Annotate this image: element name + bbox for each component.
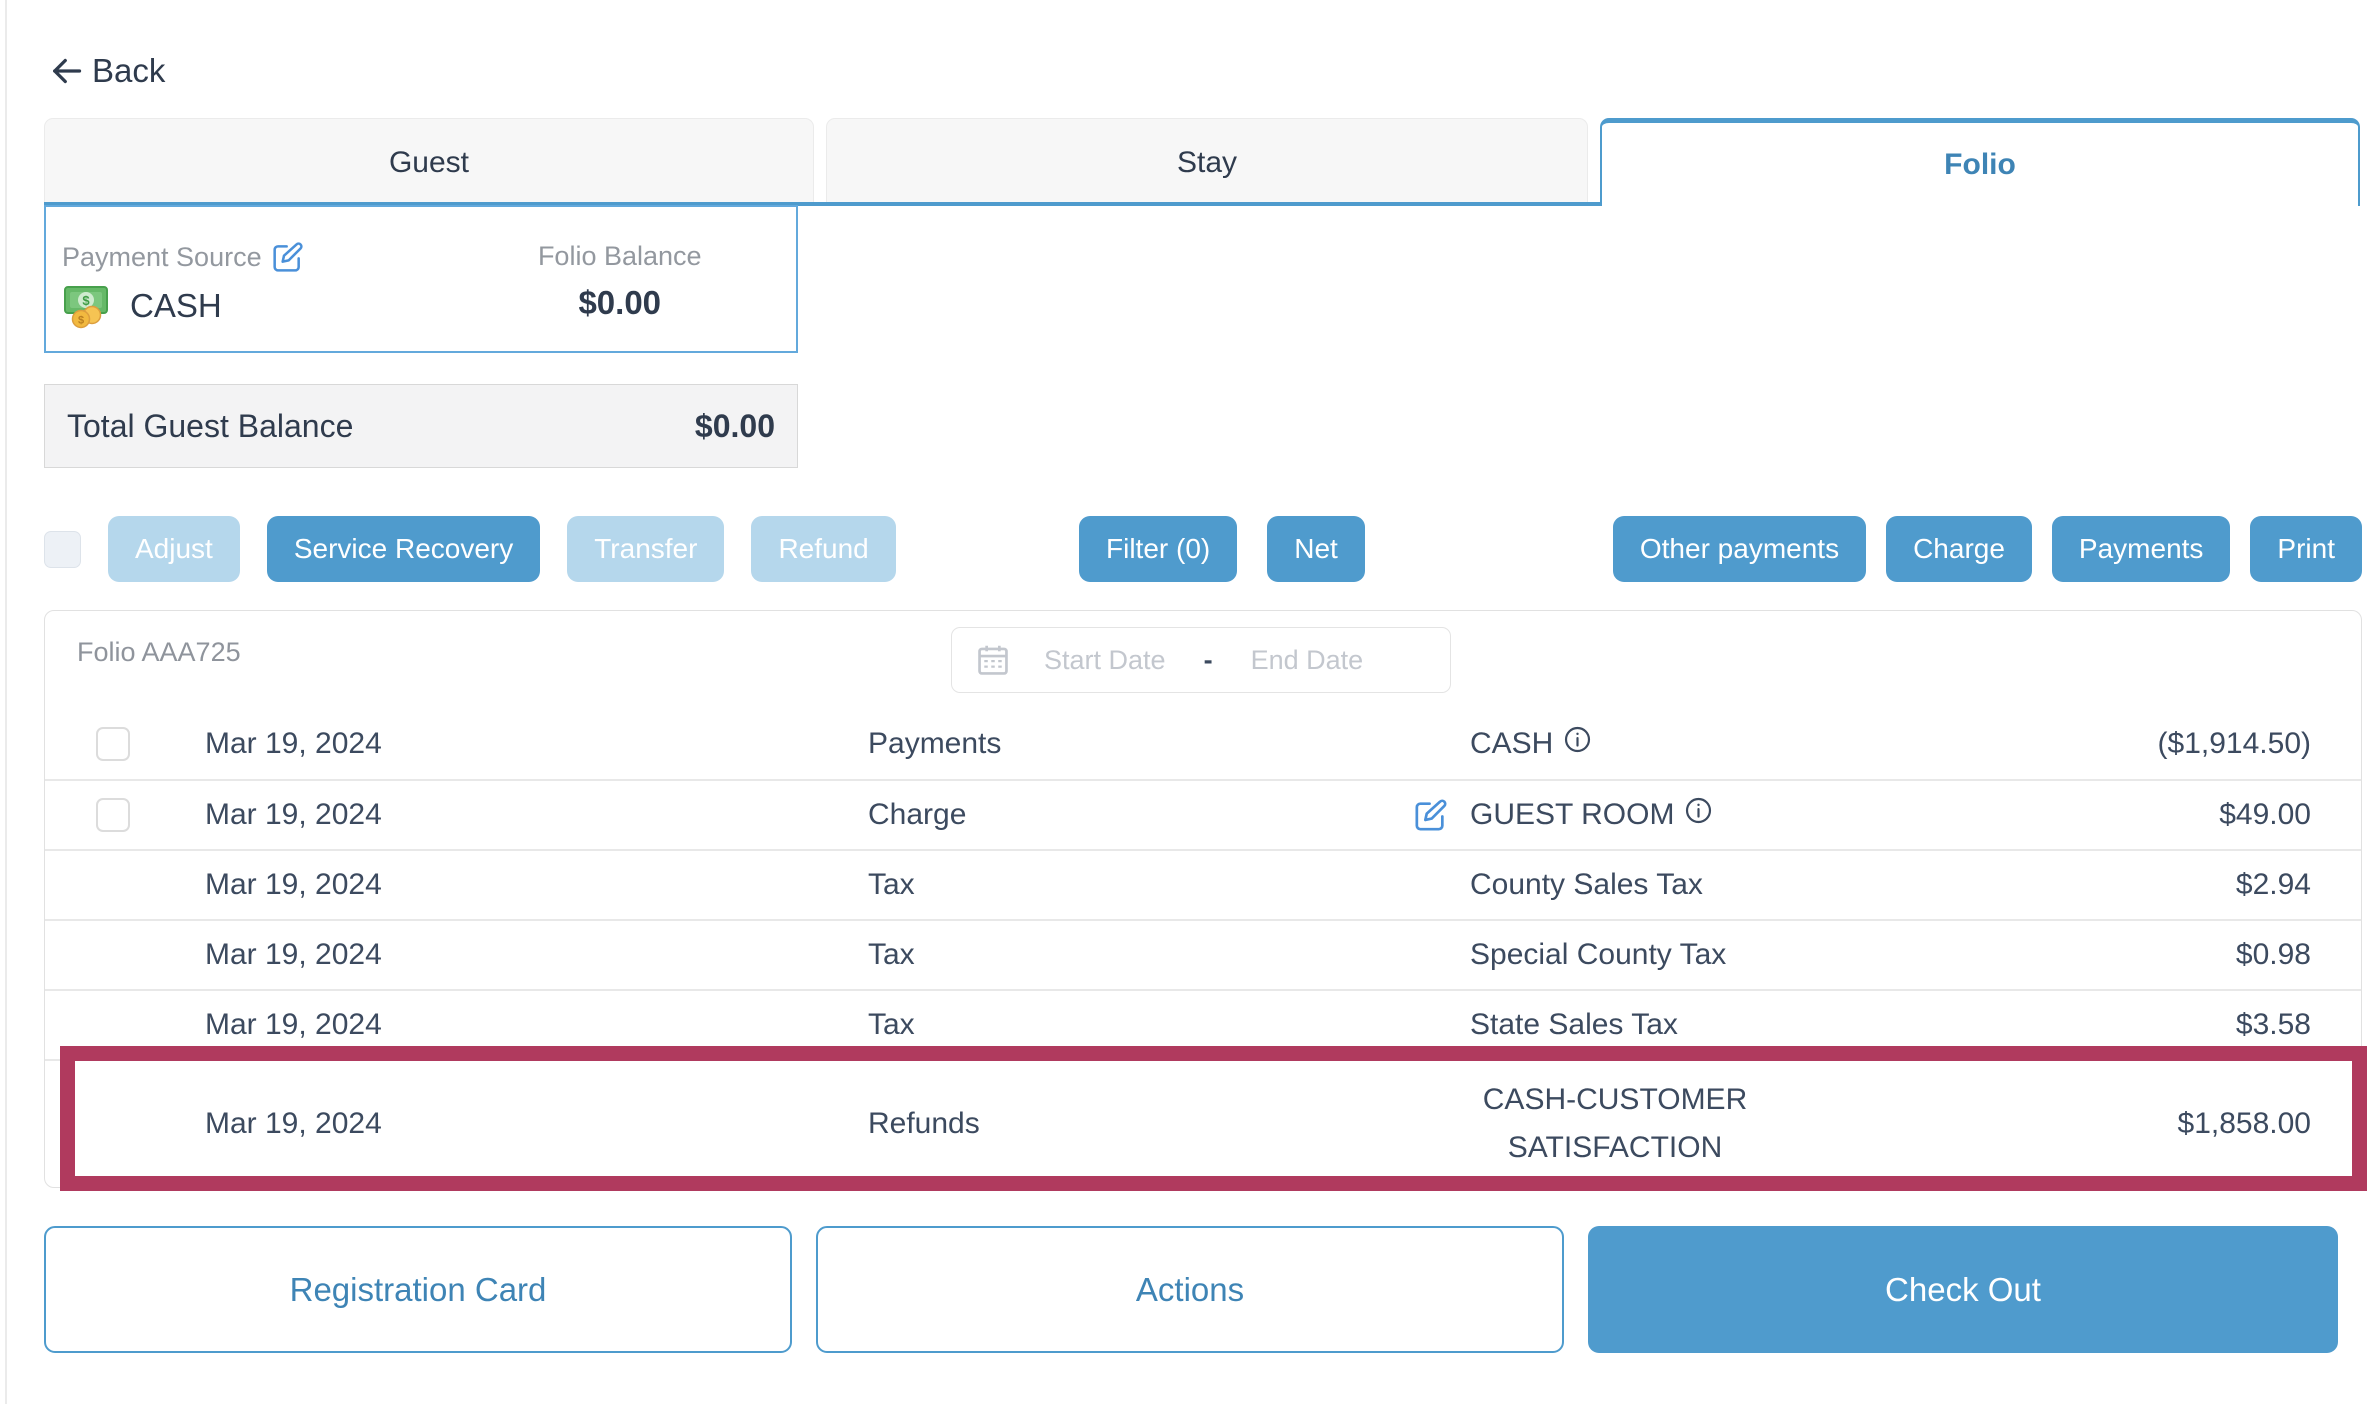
row-date: Mar 19, 2024	[205, 1008, 382, 1041]
edit-icon[interactable]	[1414, 798, 1448, 832]
row-amount: $49.00	[2219, 798, 2311, 831]
cash-icon: $ $	[62, 283, 114, 329]
info-icon[interactable]	[1563, 725, 1592, 754]
tab-bar: Guest Stay Folio	[44, 118, 2360, 206]
tab-guest[interactable]: Guest	[44, 118, 814, 206]
tab-folio[interactable]: Folio	[1600, 118, 2360, 206]
info-icon[interactable]	[1684, 796, 1713, 825]
filter-button[interactable]: Filter (0)	[1079, 516, 1238, 582]
select-all-checkbox[interactable]	[44, 530, 81, 568]
page-left-divider	[5, 0, 7, 1404]
row-type: Charge	[868, 798, 967, 831]
row-date: Mar 19, 2024	[205, 1107, 382, 1140]
folio-rows: Mar 19, 2024 Payments CASH ($1,914.50) M…	[45, 709, 2361, 1187]
svg-text:$: $	[82, 293, 90, 308]
row-date: Mar 19, 2024	[205, 798, 382, 831]
row-amount: $2.94	[2235, 868, 2311, 901]
adjust-button[interactable]: Adjust	[108, 516, 240, 582]
total-guest-balance-card: Total Guest Balance $0.00	[44, 384, 798, 468]
refund-button[interactable]: Refund	[751, 516, 896, 582]
table-row: Mar 19, 2024 Refunds CASH-CUSTOMER SATIS…	[45, 1059, 2361, 1187]
row-date: Mar 19, 2024	[205, 727, 382, 760]
back-button[interactable]: Back	[48, 52, 165, 90]
row-description-text: GUEST ROOM	[1470, 798, 1675, 831]
row-amount: $0.98	[2235, 938, 2311, 971]
row-description-text: County Sales Tax	[1470, 868, 1703, 901]
back-label: Back	[92, 52, 166, 89]
folio-actions-toolbar: Adjust Service Recovery Transfer Refund	[44, 516, 896, 582]
payments-button[interactable]: Payments	[2051, 516, 2231, 582]
service-recovery-button[interactable]: Service Recovery	[266, 516, 541, 582]
row-description: CASH-CUSTOMER SATISFACTION	[1470, 1076, 1760, 1172]
start-date-input[interactable]: Start Date	[1044, 644, 1166, 675]
payment-source-card: Payment Source $ $ CASH Folio Balance	[44, 205, 798, 353]
total-guest-balance-value: $0.00	[694, 407, 775, 444]
charge-button[interactable]: Charge	[1886, 516, 2032, 582]
end-date-input[interactable]: End Date	[1250, 644, 1364, 675]
date-range-separator: -	[1203, 644, 1213, 675]
row-description: GUEST ROOM	[1415, 796, 1713, 832]
total-guest-balance-label: Total Guest Balance	[67, 407, 354, 444]
actions-button[interactable]: Actions	[816, 1226, 1564, 1353]
print-button[interactable]: Print	[2250, 516, 2362, 582]
filter-toolbar: Filter (0) Net	[1079, 516, 1365, 582]
transfer-button[interactable]: Transfer	[567, 516, 725, 582]
row-description-text: CASH	[1470, 727, 1554, 760]
row-type: Refunds	[868, 1107, 980, 1140]
row-type: Tax	[868, 868, 915, 901]
date-range-filter[interactable]: Start Date - End Date	[951, 627, 1451, 693]
row-description: County Sales Tax	[1470, 868, 1703, 902]
row-description-text: Special County Tax	[1470, 938, 1727, 971]
payment-source-label: Payment Source	[62, 241, 262, 272]
edit-payment-source-icon[interactable]	[272, 241, 304, 273]
row-type: Tax	[868, 1008, 915, 1041]
registration-card-button[interactable]: Registration Card	[44, 1226, 792, 1353]
row-amount: ($1,914.50)	[2157, 727, 2311, 760]
back-arrow-icon	[48, 53, 84, 89]
row-type: Tax	[868, 938, 915, 971]
row-date: Mar 19, 2024	[205, 938, 382, 971]
tab-stay[interactable]: Stay	[826, 118, 1588, 206]
row-amount: $3.58	[2235, 1008, 2311, 1041]
row-description-text: CASH-CUSTOMER SATISFACTION	[1482, 1083, 1748, 1164]
net-button[interactable]: Net	[1267, 516, 1365, 582]
folio-balance-value: $0.00	[578, 284, 662, 321]
folio-title: Folio AAA725	[77, 637, 241, 667]
row-description: State Sales Tax	[1470, 1008, 1678, 1042]
row-description: Special County Tax	[1470, 938, 1726, 972]
svg-text:$: $	[78, 315, 84, 327]
row-description: CASH	[1470, 725, 1592, 761]
folio-table: Folio AAA725 Start Date - End Date Mar 1…	[44, 610, 2362, 1188]
folio-table-header: Folio AAA725 Start Date - End Date	[45, 611, 2361, 709]
row-checkbox[interactable]	[96, 727, 130, 761]
table-row: Mar 19, 2024 Tax County Sales Tax $2.94	[45, 849, 2361, 919]
table-row: Mar 19, 2024 Payments CASH ($1,914.50)	[45, 709, 2361, 779]
row-checkbox[interactable]	[96, 798, 130, 832]
calendar-icon	[974, 641, 1012, 679]
table-row: Mar 19, 2024 Tax State Sales Tax $3.58	[45, 989, 2361, 1059]
check-out-button[interactable]: Check Out	[1588, 1226, 2338, 1353]
table-row: Mar 19, 2024 Tax Special County Tax $0.9…	[45, 919, 2361, 989]
folio-balance-label: Folio Balance	[537, 241, 702, 271]
payment-toolbar: Other payments Charge Payments Print	[1612, 516, 2362, 582]
row-type: Payments	[868, 727, 1002, 760]
other-payments-button[interactable]: Other payments	[1612, 516, 1867, 582]
payment-method-value: CASH	[130, 287, 222, 324]
table-row: Mar 19, 2024 Charge GUEST ROOM $49.00	[45, 779, 2361, 849]
row-amount: $1,858.00	[2177, 1107, 2311, 1140]
row-description-text: State Sales Tax	[1470, 1008, 1678, 1041]
row-date: Mar 19, 2024	[205, 868, 382, 901]
